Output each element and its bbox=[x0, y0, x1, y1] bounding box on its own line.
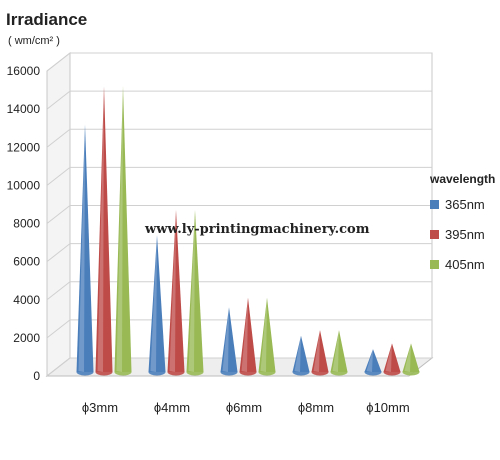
y-tick-label: 0 bbox=[33, 369, 40, 383]
cone-highlight bbox=[313, 330, 320, 372]
cone-highlight bbox=[78, 124, 85, 372]
cone-highlight bbox=[116, 86, 123, 372]
cone-body bbox=[402, 343, 420, 372]
cones bbox=[76, 86, 420, 376]
legend-title: wavelength bbox=[430, 172, 496, 186]
y-axis-unit: ( wm/cm² ) bbox=[8, 35, 60, 47]
legend-item: 395nm bbox=[430, 227, 485, 242]
cone-365nm-ϕ4mm bbox=[148, 234, 166, 376]
cone-395nm-ϕ8mm bbox=[311, 330, 329, 376]
legend-swatch bbox=[430, 260, 439, 269]
gridline bbox=[46, 205, 432, 224]
y-axis-title: Irradiance bbox=[6, 10, 88, 29]
legend-item: 405nm bbox=[430, 257, 485, 272]
cone-395nm-ϕ3mm bbox=[95, 86, 113, 376]
watermark: www.ly-printingmachinery.com bbox=[145, 222, 370, 237]
legend-swatch bbox=[430, 230, 439, 239]
cone-body bbox=[364, 349, 382, 372]
x-tick-labels: ϕ3mm ϕ4mm ϕ6mm ϕ8mm ϕ10mm bbox=[82, 400, 410, 415]
gridlines bbox=[46, 52, 432, 377]
cone-body bbox=[114, 86, 132, 372]
cone-405nm-ϕ10mm bbox=[402, 343, 420, 376]
cone-body bbox=[239, 297, 257, 372]
y-tick-labels: 0 2000 4000 6000 8000 10000 12000 14000 16000 bbox=[7, 64, 41, 383]
cone-highlight bbox=[169, 209, 176, 372]
cone-405nm-ϕ3mm bbox=[114, 86, 132, 376]
gridline bbox=[46, 281, 432, 301]
cone-405nm-ϕ8mm bbox=[330, 330, 348, 376]
cone-highlight bbox=[260, 297, 267, 372]
cone-body bbox=[148, 234, 166, 372]
cone-highlight bbox=[404, 343, 411, 372]
y-tick-label: 14000 bbox=[7, 102, 41, 116]
y-tick-label: 6000 bbox=[13, 255, 40, 269]
gridline bbox=[46, 90, 432, 110]
cone-highlight bbox=[332, 330, 339, 372]
cone-highlight bbox=[294, 335, 301, 372]
cone-395nm-ϕ6mm bbox=[239, 297, 257, 376]
cone-body bbox=[186, 209, 204, 372]
x-tick-label: ϕ10mm bbox=[366, 400, 409, 415]
legend-label: 365nm bbox=[445, 197, 485, 212]
cone-body bbox=[311, 330, 329, 372]
gridline bbox=[46, 319, 432, 339]
cone-365nm-ϕ8mm bbox=[292, 335, 310, 376]
y-tick-label: 16000 bbox=[7, 64, 41, 78]
cone-405nm-ϕ4mm bbox=[186, 209, 204, 376]
cone-highlight bbox=[366, 349, 373, 372]
legend-label: 405nm bbox=[445, 257, 485, 272]
gridline bbox=[46, 128, 432, 148]
cone-highlight bbox=[188, 209, 195, 372]
y-tick-label: 2000 bbox=[13, 331, 40, 345]
y-tick-label: 4000 bbox=[13, 293, 40, 307]
cone-395nm-ϕ10mm bbox=[383, 343, 401, 376]
cone-highlight bbox=[150, 234, 157, 372]
cone-body bbox=[95, 86, 113, 372]
cone-365nm-ϕ3mm bbox=[76, 124, 94, 376]
y-tick-label: 8000 bbox=[13, 217, 40, 231]
cone-body bbox=[76, 124, 94, 372]
cone-body bbox=[330, 330, 348, 372]
cone-body bbox=[167, 209, 185, 372]
legend-swatch bbox=[430, 200, 439, 209]
cone-body bbox=[383, 343, 401, 372]
y-tick-label: 12000 bbox=[7, 140, 41, 154]
cone-395nm-ϕ4mm bbox=[167, 209, 185, 376]
legend-item: 365nm bbox=[430, 197, 485, 212]
legend-label: 395nm bbox=[445, 227, 485, 242]
cone-body bbox=[292, 335, 310, 372]
cone-highlight bbox=[97, 86, 104, 372]
x-tick-label: ϕ3mm bbox=[82, 400, 118, 415]
y-tick-label: 10000 bbox=[7, 178, 41, 192]
cone-365nm-ϕ6mm bbox=[220, 307, 238, 376]
cone-highlight bbox=[222, 307, 229, 372]
gridline bbox=[46, 357, 432, 377]
cone-365nm-ϕ10mm bbox=[364, 349, 382, 376]
gridline bbox=[46, 243, 432, 263]
x-tick-label: ϕ6mm bbox=[226, 400, 262, 415]
cone-highlight bbox=[385, 343, 392, 372]
gridline bbox=[46, 52, 432, 72]
cone-body bbox=[258, 297, 276, 372]
cone-405nm-ϕ6mm bbox=[258, 297, 276, 376]
gridline bbox=[46, 166, 432, 186]
cone-highlight bbox=[241, 297, 248, 372]
cone-body bbox=[220, 307, 238, 372]
x-tick-label: ϕ8mm bbox=[298, 400, 334, 415]
x-tick-label: ϕ4mm bbox=[154, 400, 190, 415]
